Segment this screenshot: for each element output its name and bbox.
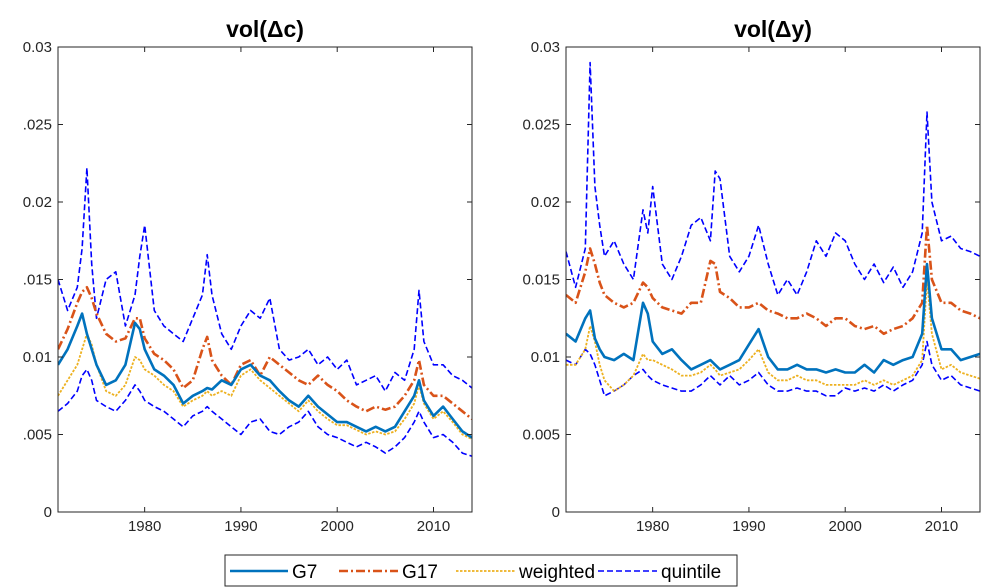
left-y-tick-label: .025: [23, 117, 52, 134]
right-chart-title: vol(Δy): [734, 16, 812, 42]
left-plot-frame: [57, 46, 473, 513]
left-y-tick-label: .015: [23, 272, 52, 289]
left-series-G7: [58, 312, 472, 439]
right-x-tick-label: 2000: [829, 518, 862, 535]
left-x-tick-label: 2010: [417, 518, 450, 535]
right-x-tick-label: 1990: [732, 518, 765, 535]
left-x-tick-labels: 1980 1990 2000 2010: [128, 518, 450, 535]
left-tick-marks: [58, 46, 472, 513]
right-y-tick-label: 0.005: [522, 427, 560, 444]
right-y-tick-label: 0: [552, 504, 560, 521]
left-y-tick-label: 0.02: [23, 194, 52, 211]
left-series-layer: [58, 167, 472, 457]
left-series-G17: [58, 285, 472, 421]
right-x-tick-label: 1980: [636, 518, 669, 535]
right-plot-frame: [565, 46, 981, 513]
right-y-tick-label: 0.02: [531, 194, 560, 211]
left-x-tick-label: 1980: [128, 518, 161, 535]
left-series-weighted: [58, 332, 472, 440]
legend-label-weighted: weighted: [518, 562, 595, 583]
right-x-tick-label: 2010: [925, 518, 958, 535]
right-tick-marks: [566, 46, 980, 513]
right-x-tick-labels: 1980 1990 2000 2010: [636, 518, 958, 535]
right-series-G17: [566, 224, 980, 336]
right-series-quintile-upper: [566, 61, 980, 296]
legend: G7 G17 weighted quintile: [224, 554, 738, 587]
right-series-layer: [566, 61, 980, 397]
right-series-G7: [566, 262, 980, 374]
right-y-tick-labels: 0 0.005 0.01 0.015 0.02 0.025 0.03: [522, 39, 560, 521]
left-y-tick-label: 0: [44, 504, 52, 521]
left-series-quintile-upper: [58, 167, 472, 392]
right-chart-panel: vol(Δy) 0 0.005 0.01 0.015 0.02 0.025 0.03 198…: [522, 16, 981, 535]
legend-label-g7: G7: [292, 562, 317, 583]
left-y-tick-labels: 0 .005 0.01 .015 0.02 .025 0.03: [23, 39, 52, 521]
left-series-quintile-lower: [58, 368, 472, 457]
right-series-weighted: [566, 278, 980, 393]
legend-label-quintile: quintile: [661, 562, 721, 583]
left-x-tick-label: 1990: [224, 518, 257, 535]
left-y-tick-label: 0.01: [23, 349, 52, 366]
left-y-tick-label: .005: [23, 427, 52, 444]
left-chart-title: vol(Δc): [226, 16, 304, 42]
left-x-tick-label: 2000: [321, 518, 354, 535]
left-y-tick-label: 0.03: [23, 39, 52, 56]
right-y-tick-label: 0.015: [522, 272, 560, 289]
right-y-tick-label: 0.03: [531, 39, 560, 56]
right-y-tick-label: 0.025: [522, 117, 560, 134]
right-y-tick-label: 0.01: [531, 349, 560, 366]
legend-label-g17: G17: [402, 562, 438, 583]
